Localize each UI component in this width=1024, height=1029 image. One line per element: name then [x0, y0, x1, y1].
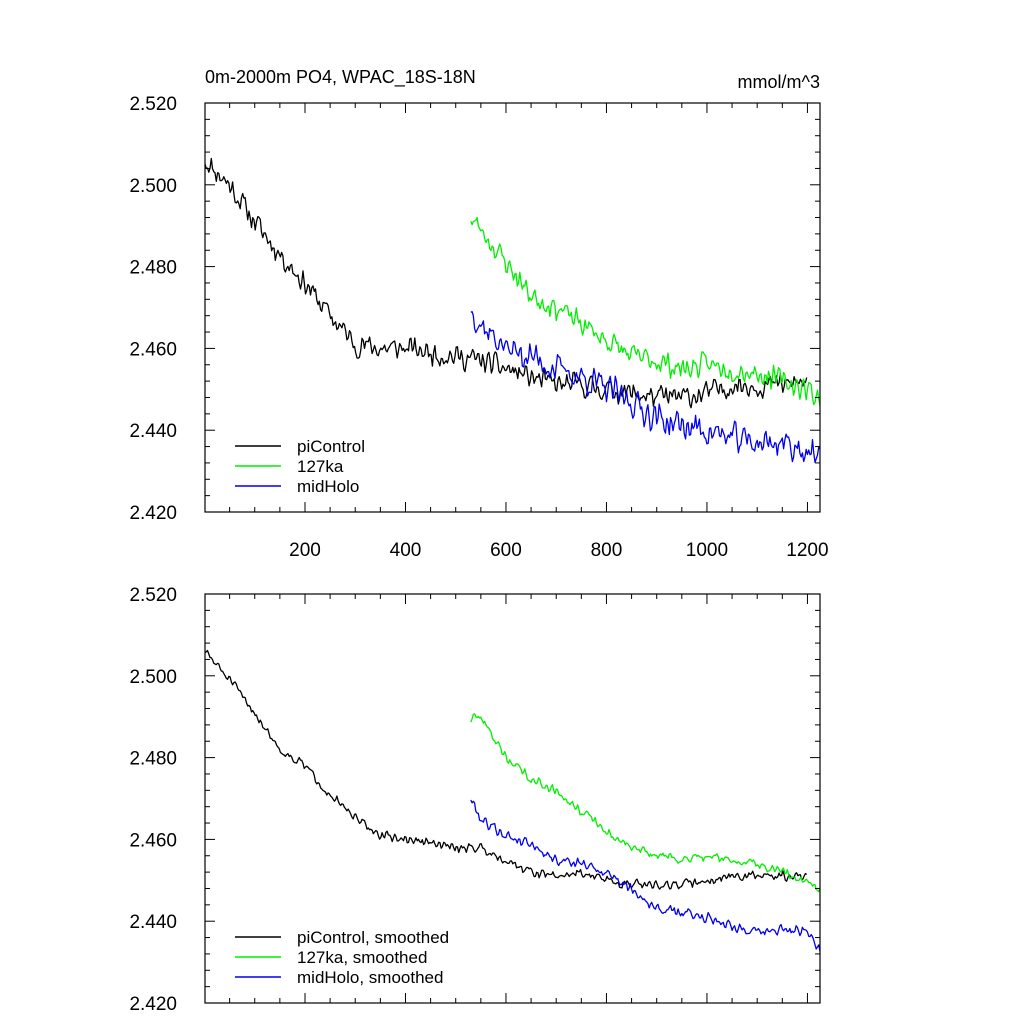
x-tick-label: 600	[490, 540, 522, 561]
y-tick-label: 2.520	[129, 585, 177, 606]
plot-frame	[204, 102, 821, 513]
y-tick-label: 2.520	[129, 94, 177, 115]
x-tick-label: 1200	[786, 540, 828, 561]
y-tick-label: 2.480	[129, 258, 177, 279]
y-tick-label: 2.500	[129, 667, 177, 688]
legend-label: midHolo	[297, 477, 359, 496]
plot-frame	[204, 593, 821, 1004]
series-line-picontrol	[204, 649, 808, 890]
series-line-127ka	[470, 216, 821, 407]
x-tick-label: 200	[289, 540, 321, 561]
series-line-midholo	[470, 311, 821, 463]
x-tick-label: 800	[591, 540, 623, 561]
y-tick-label: 2.420	[129, 503, 177, 524]
legend-label: piControl, smoothed	[297, 928, 449, 947]
y-tick-label: 2.500	[129, 176, 177, 197]
chart-units: mmol/m^3	[738, 72, 820, 92]
y-tick-label: 2.440	[129, 912, 177, 933]
chart-panel-1: 2.420 2.440 2.460 2.480 2.500 2.520 200 400 600 8…	[129, 67, 828, 561]
series-line-midholo	[470, 799, 821, 952]
x-tick-label: 400	[390, 540, 422, 561]
y-tick-label: 2.420	[129, 994, 177, 1015]
y-tick-label: 2.460	[129, 830, 177, 851]
legend-label: piControl	[297, 437, 365, 456]
series-line-picontrol	[204, 157, 808, 409]
x-tick-label: 1000	[686, 540, 728, 561]
y-tick-label: 2.440	[129, 421, 177, 442]
chart-title: 0m-2000m PO4, WPAC_18S-18N	[205, 67, 476, 88]
series-line-127ka	[470, 713, 821, 893]
chart-panel-2: 2.420 2.440 2.460 2.480 2.500 2.520 piControl,…	[129, 585, 821, 1015]
legend-label: 127ka, smoothed	[297, 948, 427, 967]
y-tick-label: 2.460	[129, 339, 177, 360]
legend-label: midHolo, smoothed	[297, 968, 443, 987]
y-tick-label: 2.480	[129, 749, 177, 770]
legend-label: 127ka	[297, 457, 344, 476]
